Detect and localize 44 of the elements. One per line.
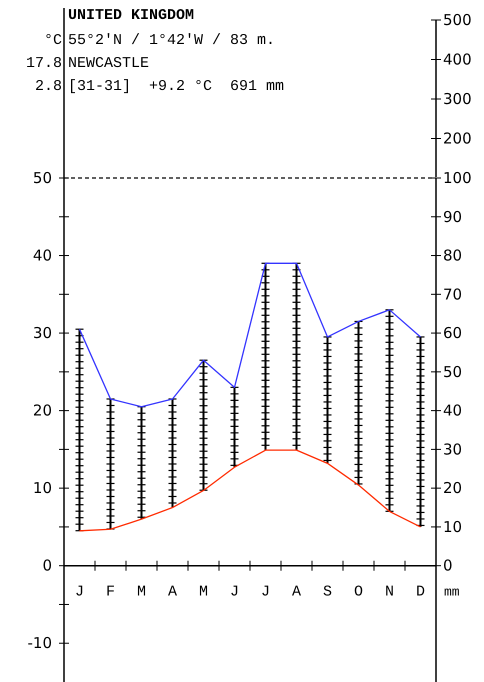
y2-tick-label: 90 <box>443 208 462 226</box>
x-tick-label: M <box>198 584 208 601</box>
y-tick-label: -10 <box>28 634 52 652</box>
chart-subtitle: 55°2'N / 1°42'W / 83 m. <box>68 32 276 49</box>
x-tick-label: O <box>354 584 364 601</box>
x-tick-label: F <box>106 584 116 601</box>
y2-tick-label: 10 <box>443 518 462 536</box>
y2-tick-label: 0 <box>443 556 453 575</box>
y-tick-label: 20 <box>32 402 52 420</box>
y2-tick-label: 20 <box>443 479 462 498</box>
y2-tick-label: 50 <box>443 362 462 381</box>
y3-tick-label: 400 <box>443 50 472 68</box>
text: 2.8 <box>34 78 62 95</box>
y2-tick-label: 80 <box>443 246 462 265</box>
y2-tick-label: 70 <box>443 285 462 304</box>
text: NEWCASTLE <box>68 55 150 72</box>
y-axis-title: °C <box>44 32 62 49</box>
x-tick-label: J <box>230 584 240 601</box>
x-tick-label: J <box>74 584 84 601</box>
line-series <box>78 450 422 532</box>
y2-tick-label: 100 <box>443 169 472 187</box>
y-tick-label: 30 <box>32 324 52 342</box>
y-tick-label: 50 <box>32 169 52 187</box>
x-tick-label: N <box>384 584 394 601</box>
y3-tick-label: 300 <box>443 90 472 108</box>
x-tick-label: A <box>292 584 302 601</box>
x-tick-label: S <box>322 584 332 601</box>
y3-tick-label: 200 <box>443 130 472 148</box>
y2-axis-title: mm <box>444 584 460 600</box>
chart-title: UNITED KINGDOM <box>68 7 194 24</box>
x-tick-label: D <box>416 584 426 601</box>
line-series <box>78 262 422 408</box>
x-tick-label: M <box>136 584 146 601</box>
y-tick-label: 0 <box>42 556 52 575</box>
y2-tick-label: 40 <box>443 402 462 420</box>
y2-tick-label: 60 <box>443 324 462 342</box>
text: [31-31] +9.2 °C 691 mm <box>68 78 284 95</box>
x-tick-label: J <box>260 584 270 601</box>
y-tick-label: 40 <box>32 246 52 265</box>
y3-tick-label: 500 <box>443 11 472 29</box>
y2-tick-label: 30 <box>443 440 462 458</box>
text: 17.8 <box>26 55 62 72</box>
y-tick-label: 10 <box>32 479 52 498</box>
x-tick-label: A <box>168 584 178 601</box>
